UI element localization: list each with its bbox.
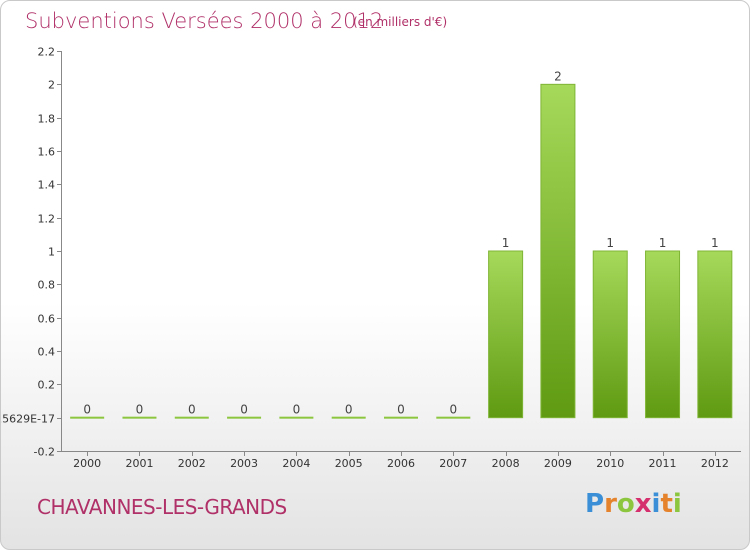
bar bbox=[70, 416, 105, 419]
y-tick-label: -0.2 bbox=[34, 446, 55, 459]
y-tick-label: 0.8 bbox=[38, 279, 56, 292]
x-tick-label: 2004 bbox=[282, 457, 310, 470]
y-tick-label: 1.6 bbox=[38, 146, 56, 159]
logo-letter: i bbox=[672, 489, 682, 519]
x-tick-label: 2008 bbox=[492, 457, 520, 470]
x-tick-label: 2000 bbox=[73, 457, 101, 470]
x-tick-label: 2006 bbox=[387, 457, 415, 470]
logo-letter: i bbox=[651, 489, 661, 519]
logo-letter: o bbox=[616, 489, 635, 519]
data-label: 1 bbox=[606, 236, 614, 250]
data-label: 0 bbox=[345, 403, 353, 417]
logo-letter: t bbox=[660, 489, 673, 519]
data-label: 0 bbox=[240, 403, 248, 417]
data-label: 0 bbox=[449, 403, 457, 417]
logo-letter: r bbox=[604, 489, 617, 519]
y-tick-label: 0.4 bbox=[38, 346, 56, 359]
bar bbox=[227, 416, 262, 419]
x-tick-label: 2003 bbox=[230, 457, 258, 470]
data-label: 2 bbox=[554, 69, 562, 83]
bar bbox=[384, 416, 418, 419]
y-tick-label: 0.2 bbox=[38, 379, 56, 392]
data-label: 0 bbox=[136, 403, 144, 417]
x-tick-label: 2010 bbox=[596, 457, 624, 470]
y-tick-label: 1.4 bbox=[38, 179, 56, 192]
commune-name: CHAVANNES-LES-GRANDS bbox=[37, 495, 287, 519]
y-tick-label: 1 bbox=[48, 246, 55, 259]
data-label: 1 bbox=[502, 236, 510, 250]
y-tick-label: 2 bbox=[48, 79, 55, 92]
logo-letter: P bbox=[585, 489, 605, 519]
y-tick-label: 1.2 bbox=[38, 213, 56, 226]
bar bbox=[279, 416, 314, 419]
bar bbox=[331, 416, 366, 419]
x-tick-label: 2007 bbox=[439, 457, 467, 470]
data-label: 0 bbox=[83, 403, 91, 417]
bar bbox=[645, 250, 681, 419]
bar bbox=[174, 416, 209, 419]
y-tick-label: 1.8 bbox=[38, 113, 56, 126]
data-label: 0 bbox=[397, 403, 405, 417]
data-label: 1 bbox=[659, 236, 667, 250]
chart-subtitle: (en milliers d'€) bbox=[353, 15, 448, 29]
bar bbox=[488, 250, 524, 419]
proxiti-logo: Proxiti bbox=[585, 489, 682, 519]
x-tick-label: 2005 bbox=[335, 457, 363, 470]
y-tick-label: 2.2 bbox=[38, 46, 56, 59]
x-tick-label: 2001 bbox=[125, 457, 153, 470]
bar bbox=[122, 416, 157, 419]
y-tick-label: 0.6 bbox=[38, 313, 56, 326]
x-tick-label: 2012 bbox=[701, 457, 729, 470]
x-tick-label: 2002 bbox=[178, 457, 206, 470]
bar bbox=[697, 250, 733, 419]
data-label: 1 bbox=[711, 236, 719, 250]
bar bbox=[540, 83, 576, 419]
y-tick-label: -1.415629E-17 bbox=[1, 413, 55, 426]
x-tick-label: 2009 bbox=[544, 457, 572, 470]
x-tick-label: 2011 bbox=[649, 457, 677, 470]
logo-letter: x bbox=[634, 489, 652, 519]
data-label: 0 bbox=[293, 403, 301, 417]
data-label: 0 bbox=[188, 403, 196, 417]
chart-title: Subventions Versées 2000 à 2012 bbox=[25, 9, 384, 33]
bar bbox=[436, 416, 471, 419]
bar bbox=[592, 250, 628, 419]
